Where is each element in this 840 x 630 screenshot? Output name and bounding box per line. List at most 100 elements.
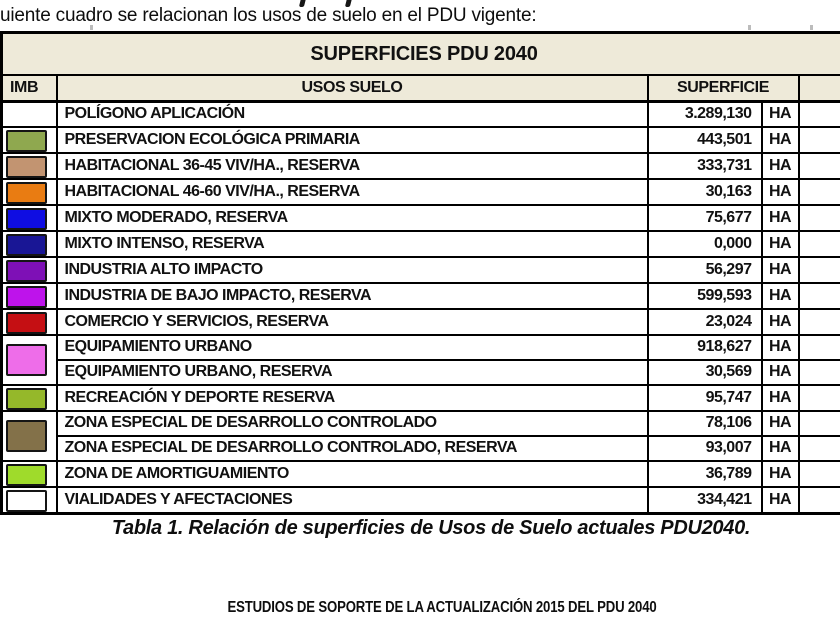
- unit-label: HA: [760, 434, 800, 462]
- surface-value: 75,677: [646, 203, 763, 232]
- land-use-name: VIALIDADES Y AFECTACIONES: [55, 485, 649, 514]
- land-use-name: RECREACIÓN Y DEPORTE RESERVA: [55, 383, 649, 412]
- extra-cell: [797, 358, 840, 386]
- color-swatch: [6, 489, 47, 512]
- unit-label: HA: [760, 307, 800, 336]
- unit-label: HA: [760, 358, 800, 386]
- unit-label: HA: [760, 459, 800, 488]
- symbol-cell: [0, 229, 58, 258]
- color-swatch: [6, 155, 47, 177]
- land-use-name: INDUSTRIA DE BAJO IMPACTO, RESERVA: [55, 281, 649, 310]
- surface-value: 918,627: [646, 333, 763, 361]
- color-swatch: [6, 419, 47, 452]
- unit-label: HA: [760, 151, 800, 180]
- unit-label: HA: [760, 281, 800, 310]
- land-use-name: ZONA ESPECIAL DE DESARROLLO CONTROLADO, …: [55, 434, 649, 462]
- color-swatch: [6, 387, 47, 409]
- table-row: MIXTO MODERADO, RESERVA 75,677 HA: [0, 203, 840, 232]
- table-header-row: IMB USOS SUELO SUPERFICIE: [0, 74, 840, 103]
- unit-label: HA: [760, 255, 800, 284]
- symbol-cell: [0, 151, 58, 180]
- superficies-table: SUPERFICIES PDU 2040 IMB USOS SUELO SUPE…: [0, 31, 840, 515]
- table-row: HABITACIONAL 46-60 VIV/HA., RESERVA 30,1…: [0, 177, 840, 206]
- symbol-cell: [0, 485, 58, 514]
- color-swatch: [6, 285, 47, 307]
- table-row: RECREACIÓN Y DEPORTE RESERVA 95,747 HA: [0, 383, 840, 412]
- symbol-cell: [0, 203, 58, 232]
- surface-value: 95,747: [646, 383, 763, 412]
- col-header-simb: IMB: [0, 74, 58, 103]
- surface-value: 23,024: [646, 307, 763, 336]
- table-caption: Tabla 1. Relación de superficies de Usos…: [111, 517, 751, 539]
- extra-cell: [797, 459, 840, 488]
- table-row: HABITACIONAL 36-45 VIV/HA., RESERVA 333,…: [0, 151, 840, 180]
- table-title: SUPERFICIES PDU 2040: [0, 31, 840, 76]
- symbol-cell: [0, 383, 58, 412]
- scan-artifact: [810, 25, 813, 30]
- unit-label: HA: [760, 229, 800, 258]
- land-use-name: HABITACIONAL 36-45 VIV/HA., RESERVA: [55, 151, 649, 180]
- unit-label: HA: [760, 125, 800, 154]
- table-row: INDUSTRIA DE BAJO IMPACTO, RESERVA 599,5…: [0, 281, 840, 310]
- table-row: PRESERVACION ECOLÓGICA PRIMARIA 443,501 …: [0, 125, 840, 154]
- symbol-cell: [0, 307, 58, 336]
- surface-value: 36,789: [646, 459, 763, 488]
- intro-text: uiente cuadro se relacionan los usos de …: [0, 5, 537, 26]
- table-row: VIALIDADES Y AFECTACIONES 334,421 HA: [0, 485, 840, 514]
- surface-value: 334,421: [646, 485, 763, 514]
- unit-label: HA: [760, 177, 800, 206]
- extra-cell: [797, 100, 840, 128]
- color-swatch: [6, 207, 47, 229]
- color-swatch: [6, 129, 47, 151]
- col-header-usos-suelo: USOS SUELO: [55, 74, 649, 103]
- land-use-name: EQUIPAMIENTO URBANO, RESERVA: [55, 358, 649, 386]
- surface-value: 599,593: [646, 281, 763, 310]
- table-row: EQUIPAMIENTO URBANO 918,627 HA: [0, 333, 840, 386]
- footer-text: ESTUDIOS DE SOPORTE DE LA ACTUALIZACIÓN …: [227, 599, 657, 616]
- scan-artifact: [748, 25, 751, 30]
- land-use-name: INDUSTRIA ALTO IMPACTO: [55, 255, 649, 284]
- extra-cell: [797, 177, 840, 206]
- unit-label: HA: [760, 409, 800, 437]
- table-row: ZONA DE AMORTIGUAMIENTO 36,789 HA: [0, 459, 840, 488]
- unit-label: HA: [760, 100, 800, 128]
- symbol-cell-shared: [0, 409, 58, 462]
- surface-value: 56,297: [646, 255, 763, 284]
- land-use-name: EQUIPAMIENTO URBANO: [55, 333, 649, 361]
- land-use-name: MIXTO MODERADO, RESERVA: [55, 203, 649, 232]
- col-header-extra: [797, 74, 840, 103]
- col-header-superficie: SUPERFICIE: [646, 74, 800, 103]
- extra-cell: [797, 333, 840, 361]
- land-use-name: POLÍGONO APLICACIÓN: [55, 100, 649, 128]
- symbol-cell-empty: [0, 100, 58, 128]
- symbol-cell: [0, 177, 58, 206]
- extra-cell: [797, 125, 840, 154]
- symbol-cell: [0, 125, 58, 154]
- symbol-cell: [0, 281, 58, 310]
- unit-label: HA: [760, 383, 800, 412]
- color-swatch: [6, 311, 47, 333]
- surface-value: 3.289,130: [646, 100, 763, 128]
- surface-value: 93,007: [646, 434, 763, 462]
- symbol-cell: [0, 255, 58, 284]
- surface-value: 30,569: [646, 358, 763, 386]
- extra-cell: [797, 434, 840, 462]
- surface-value: 30,163: [646, 177, 763, 206]
- extra-cell: [797, 203, 840, 232]
- surface-value: 443,501: [646, 125, 763, 154]
- symbol-cell-shared: [0, 333, 58, 386]
- extra-cell: [797, 485, 840, 514]
- extra-cell: [797, 409, 840, 437]
- land-use-name: MIXTO INTENSO, RESERVA: [55, 229, 649, 258]
- color-swatch: [6, 463, 47, 485]
- table-row: MIXTO INTENSO, RESERVA 0,000 HA: [0, 229, 840, 258]
- table-row: EQUIPAMIENTO URBANO, RESERVA 30,569 HA: [2, 358, 840, 386]
- unit-label: HA: [760, 203, 800, 232]
- land-use-name: ZONA ESPECIAL DE DESARROLLO CONTROLADO: [55, 409, 649, 437]
- extra-cell: [797, 151, 840, 180]
- table-row: INDUSTRIA ALTO IMPACTO 56,297 HA: [0, 255, 840, 284]
- land-use-name: COMERCIO Y SERVICIOS, RESERVA: [55, 307, 649, 336]
- table-row: ZONA ESPECIAL DE DESARROLLO CONTROLADO 7…: [0, 409, 840, 462]
- surface-value: 333,731: [646, 151, 763, 180]
- surface-value: 78,106: [646, 409, 763, 437]
